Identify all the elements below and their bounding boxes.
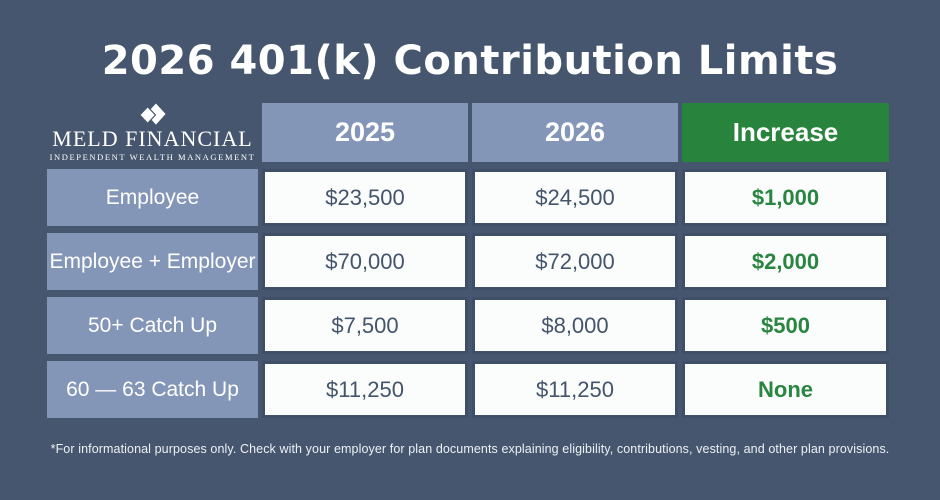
cell-60-63-catch-up-2026: $11,250 bbox=[472, 361, 678, 418]
cell-50-catch-up-2025: $7,500 bbox=[262, 297, 468, 354]
column-header-increase: Increase bbox=[682, 103, 889, 162]
row-label-employee: Employee bbox=[47, 169, 258, 226]
meld-double-diamond-icon bbox=[139, 103, 166, 125]
cell-employee-2026: $24,500 bbox=[472, 169, 678, 226]
row-label-60-63-catch-up: 60 — 63 Catch Up bbox=[47, 361, 258, 418]
cell-50-catch-up-2026: $8,000 bbox=[472, 297, 678, 354]
cell-employee-employer-increase: $2,000 bbox=[682, 233, 889, 290]
column-header-2026: 2026 bbox=[472, 103, 678, 162]
cell-employee-employer-2026: $72,000 bbox=[472, 233, 678, 290]
column-header-2025: 2025 bbox=[262, 103, 468, 162]
cell-employee-2025: $23,500 bbox=[262, 169, 468, 226]
row-label-50-catch-up: 50+ Catch Up bbox=[47, 297, 258, 354]
cell-50-catch-up-increase: $500 bbox=[682, 297, 889, 354]
disclaimer-footnote: *For informational purposes only. Check … bbox=[50, 442, 890, 456]
cell-60-63-catch-up-increase: None bbox=[682, 361, 889, 418]
cell-employee-employer-2025: $70,000 bbox=[262, 233, 468, 290]
logo-tagline: INDEPENDENT WEALTH MANAGEMENT bbox=[49, 152, 256, 162]
logo: MELD FINANCIAL INDEPENDENT WEALTH MANAGE… bbox=[47, 103, 258, 162]
contribution-limits-table: MELD FINANCIAL INDEPENDENT WEALTH MANAGE… bbox=[47, 103, 893, 418]
row-label-employee-employer: Employee + Employer bbox=[47, 233, 258, 290]
cell-60-63-catch-up-2025: $11,250 bbox=[262, 361, 468, 418]
cell-employee-increase: $1,000 bbox=[682, 169, 889, 226]
page-title: 2026 401(k) Contribution Limits bbox=[101, 38, 839, 84]
logo-name: MELD FINANCIAL bbox=[52, 126, 253, 151]
